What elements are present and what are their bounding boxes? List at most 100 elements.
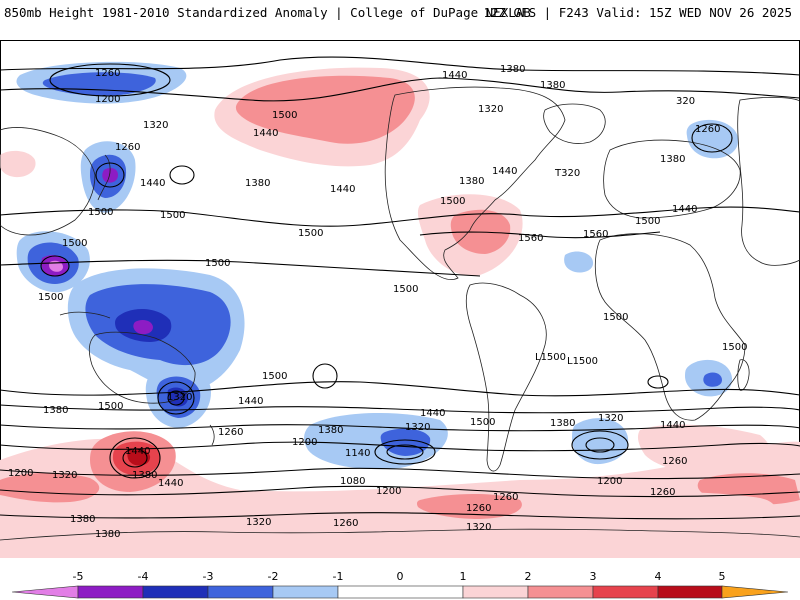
antarctica-outline: [0, 528, 800, 541]
contour-label: 1380: [43, 405, 68, 416]
contour-1500-north: [0, 206, 800, 227]
contour-label: 1380: [550, 418, 575, 429]
colorbar-swatch-n4: [77, 585, 144, 599]
south-america-outline: [466, 282, 547, 472]
contour-label: 1500: [635, 216, 660, 227]
contour-1320-south: [0, 441, 800, 452]
colorbar-swatch-n3: [142, 585, 209, 599]
contour-label: 1200: [376, 486, 401, 497]
contour-label: 1260: [95, 68, 120, 79]
negative-anomaly-arctic-2: [42, 72, 156, 96]
contour-low-tasman-2: [167, 390, 185, 406]
contour-label: 1440: [672, 204, 697, 215]
contour-label: 1380: [540, 80, 565, 91]
contour-label: 1440: [330, 184, 355, 195]
contour-label: 1500: [603, 312, 628, 323]
positive-anomaly-antarctic: [614, 492, 775, 520]
contour-label: 1260: [218, 427, 243, 438]
contour-label: 1320: [167, 392, 192, 403]
contour-label: 1440: [238, 396, 263, 407]
contour-label: 1320: [598, 413, 623, 424]
contour-label: 1200: [95, 94, 120, 105]
colorbar-swatch-n1: [272, 585, 339, 599]
contour-low-philippines: [40, 255, 70, 277]
asia-outline: [737, 97, 800, 266]
contour-label: 1440: [125, 446, 150, 457]
colorbar-swatch-p1: [462, 585, 529, 599]
contour-1380-north: [0, 56, 800, 76]
contour-low-europe: [691, 123, 733, 153]
contour-label: 1440: [253, 128, 278, 139]
contour-label: 1320: [478, 104, 503, 115]
colorbar-swatch-p4: [657, 585, 723, 599]
north-america-outline: [384, 86, 566, 280]
negative-anomaly-south-pacific-2: [380, 428, 431, 456]
contour-low-tasman: [157, 381, 195, 415]
contour-label: 1380: [459, 176, 484, 187]
contour-label: 1320: [405, 422, 430, 433]
contour-1320-antarctic: [0, 512, 800, 520]
contour-label: 1200: [292, 437, 317, 448]
contour-low-pacific-2: [386, 444, 424, 460]
anomaly-map: 1260 1200 1320 1260 1440 1380 1440 1500 …: [0, 40, 800, 558]
colorbar-swatch-zero: [337, 585, 464, 599]
contour-low-japan: [95, 162, 125, 188]
negative-anomaly-japan-3: [102, 167, 118, 183]
contour-label: 1260: [466, 503, 491, 514]
colorbar-swatch-p2: [527, 585, 594, 599]
contour-low-pacific: [374, 439, 436, 465]
positive-anomaly-south-indian: [637, 424, 771, 476]
contour-high-south-atlantic: [647, 375, 669, 389]
contour-label: 1500: [38, 292, 63, 303]
contour-label: 1200: [8, 468, 33, 479]
contour-label: 1440: [442, 70, 467, 81]
contour-label: 1080: [340, 476, 365, 487]
contour-label: 1380: [660, 154, 685, 165]
coastlines: [0, 86, 800, 541]
contour-label: 1380: [70, 514, 95, 525]
colorbar-swatches: [11, 585, 789, 599]
contour-label: 1440: [420, 408, 445, 419]
contour-label: 1440: [140, 178, 165, 189]
contour-label: 1500: [470, 417, 495, 428]
colorbar-swatch-n5: [11, 585, 79, 599]
contour-label: 1560: [583, 229, 608, 240]
anomaly-shading: [0, 61, 800, 558]
contour-label: 1500: [88, 207, 113, 218]
contour-label: 1500: [722, 342, 747, 353]
height-contours: [0, 56, 800, 520]
contour-label: 1380: [245, 178, 270, 189]
contour-label: 1500: [62, 238, 87, 249]
colorbar-tick-label: -3: [203, 570, 214, 583]
contour-1560: [419, 231, 661, 239]
colorbar-tick-label: 2: [525, 570, 532, 583]
contour-label: 1140: [345, 448, 370, 459]
colorbar-tick-label: 0: [397, 570, 404, 583]
contour-labels: 1260 1200 1320 1260 1440 1380 1440 1500 …: [8, 64, 747, 540]
contour-label: 1320: [52, 470, 77, 481]
contour-label: 1260: [650, 487, 675, 498]
positive-anomaly-southern-west: [0, 472, 100, 503]
contour-label: 1260: [695, 124, 720, 135]
contour-label: 1500: [262, 371, 287, 382]
colorbar-tick-label: 1: [460, 570, 467, 583]
contour-label: 1380: [500, 64, 525, 75]
contour-label: 1500: [393, 284, 418, 295]
contour-label: 1500: [160, 210, 185, 221]
contour-label: 1320: [246, 517, 271, 528]
contour-label: 1380: [318, 425, 343, 436]
anomaly-colorbar: -5 -4 -3 -2 -1 0 1 2 3 4 5: [11, 570, 789, 599]
contour-label: 1260: [115, 142, 140, 153]
positive-anomaly-southern-band: [0, 438, 800, 558]
colorbar-tick-label: -5: [73, 570, 84, 583]
contour-low-north-pacific: [169, 165, 195, 185]
contour-label: 1380: [132, 470, 157, 481]
colorbar-tick-label: 5: [719, 570, 726, 583]
contour-label: 1500: [205, 258, 230, 269]
contour-label: 1560: [518, 233, 543, 244]
positive-anomaly-south-pacific-east: [416, 494, 522, 519]
colorbar-tick-label: 4: [655, 570, 662, 583]
africa-outline: [594, 233, 746, 421]
japan-outline: [97, 154, 111, 201]
colorbar-tick-label: -2: [268, 570, 279, 583]
